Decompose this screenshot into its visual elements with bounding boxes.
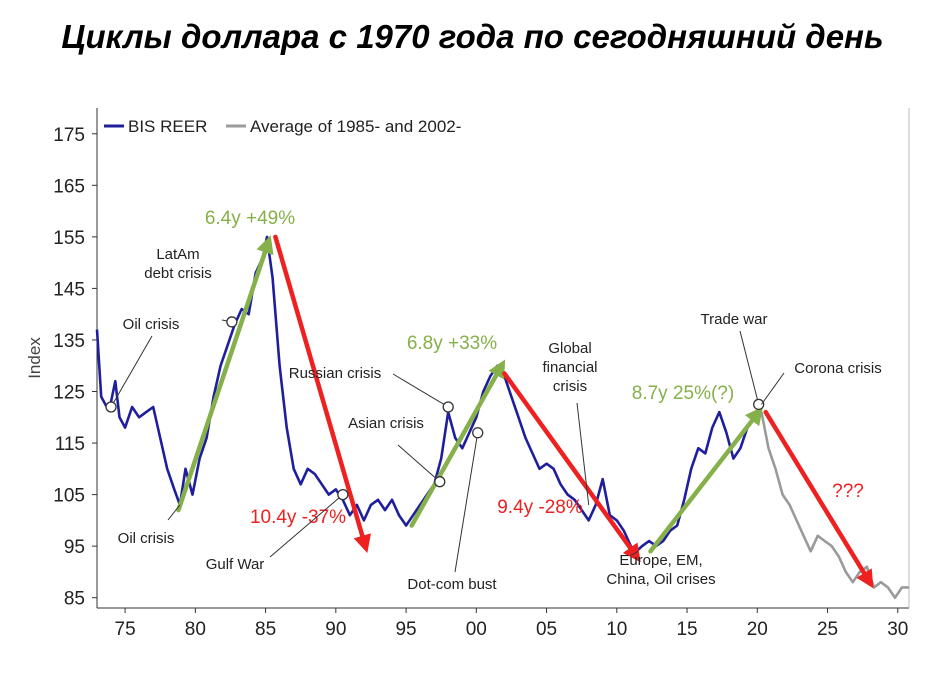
trend-arrow-red: [502, 371, 641, 563]
annotation-label: China, Oil crises: [606, 571, 715, 588]
annotation-label: Asian crisis: [348, 415, 424, 432]
annotation-leader: [629, 550, 639, 557]
trend-label: ???: [832, 481, 864, 502]
annotation-leader: [454, 432, 479, 573]
y-tick-label: 175: [53, 125, 85, 146]
annotation-layer: Oil crisis LatAm debt crisis Oil crisis Gulf…: [105, 246, 882, 593]
x-tick-label: 15: [676, 619, 697, 640]
y-tick-label: 105: [53, 486, 85, 507]
annotation-leader: [576, 402, 590, 505]
y-tick-label: 145: [53, 279, 85, 300]
annotation-leader: [167, 504, 181, 521]
annotation-marker: [226, 316, 238, 328]
annotation-label: crisis: [553, 378, 587, 395]
annotation-label: Oil crisis: [118, 530, 175, 547]
trend-label: 6.8y +33%: [407, 333, 497, 354]
annotation-leader: [392, 373, 449, 408]
y-tick-label: 85: [64, 589, 85, 610]
chart-legend: BIS REER Average of 1985- and 2002-: [104, 117, 461, 136]
legend-entry: BIS REER: [128, 117, 207, 136]
trend-arrow-green: [648, 406, 764, 554]
x-tick-label: 75: [115, 619, 136, 640]
x-tick-label: 20: [747, 619, 768, 640]
annotation-marker: [753, 398, 765, 411]
annotation-label: Europe, EM,: [619, 552, 702, 569]
annotation-label: Oil crisis: [123, 316, 180, 333]
x-tick-label: 90: [325, 619, 346, 640]
x-tick-label: 95: [395, 619, 416, 640]
annotation-marker: [337, 488, 349, 501]
trend-arrow-red: [763, 409, 874, 589]
average-line: [760, 411, 909, 599]
x-tick-label: 00: [466, 619, 487, 640]
annotation-label: Dot-com bust: [407, 576, 497, 593]
y-tick-label: 135: [53, 331, 85, 352]
trend-label: 9.4y -28%: [497, 497, 583, 518]
series-layer: [95, 235, 909, 599]
y-axis-label: Index: [25, 337, 44, 379]
x-tick-label: 80: [185, 619, 206, 640]
annotation-marker: [105, 401, 117, 413]
annotation-label: Global: [548, 340, 591, 357]
annotation-label: debt crisis: [144, 265, 212, 282]
x-tick-label: 25: [817, 619, 838, 640]
annotation-leader: [269, 494, 344, 558]
annotation-marker: [472, 427, 484, 439]
trend-label: 10.4y -37%: [250, 507, 346, 528]
trend-label: 8.7y 25%(?): [632, 383, 734, 404]
trend-label: 6.4y +49%: [205, 208, 295, 229]
annotation-label: Trade war: [701, 311, 768, 328]
x-tick-label: 85: [255, 619, 276, 640]
trend-arrow-red: [273, 234, 371, 554]
bis-reer-line: [95, 235, 763, 553]
trend-layer: 6.4y +49% 10.4y -37% 6.8y +33% 9.4y -28% 8.7…: [176, 208, 874, 589]
y-tick-label: 95: [64, 537, 85, 558]
annotation-marker: [434, 476, 446, 488]
annotation-leader: [110, 335, 153, 408]
x-tick-label: 10: [606, 619, 627, 640]
annotation-label: LatAm: [156, 246, 199, 263]
annotation-marker: [442, 401, 454, 413]
y-tick-label: 125: [53, 383, 85, 404]
y-tick-label: 115: [55, 434, 85, 455]
annotation-label: Gulf War: [206, 556, 265, 573]
trend-arrow-green: [409, 359, 506, 528]
page-title: Циклы доллара с 1970 года по сегодняшний…: [61, 18, 884, 55]
annotation-label: Corona crisis: [794, 360, 882, 377]
annotation-leader: [761, 372, 785, 405]
x-tick-label: 30: [887, 619, 908, 640]
annotation-leader: [397, 444, 441, 483]
y-tick-label: 155: [53, 228, 85, 249]
annotation-leader: [739, 330, 760, 405]
annotation-label: financial: [542, 359, 597, 376]
chart-axes: 85 95 105 115 125 135 145 155 165 175 75 80 85 90 95 00…: [25, 108, 910, 640]
y-tick-label: 165: [53, 176, 85, 197]
legend-entry: Average of 1985- and 2002-: [250, 117, 461, 136]
trend-arrow-green: [176, 235, 274, 513]
x-tick-label: 05: [536, 619, 557, 640]
annotation-label: Russian crisis: [289, 365, 382, 382]
